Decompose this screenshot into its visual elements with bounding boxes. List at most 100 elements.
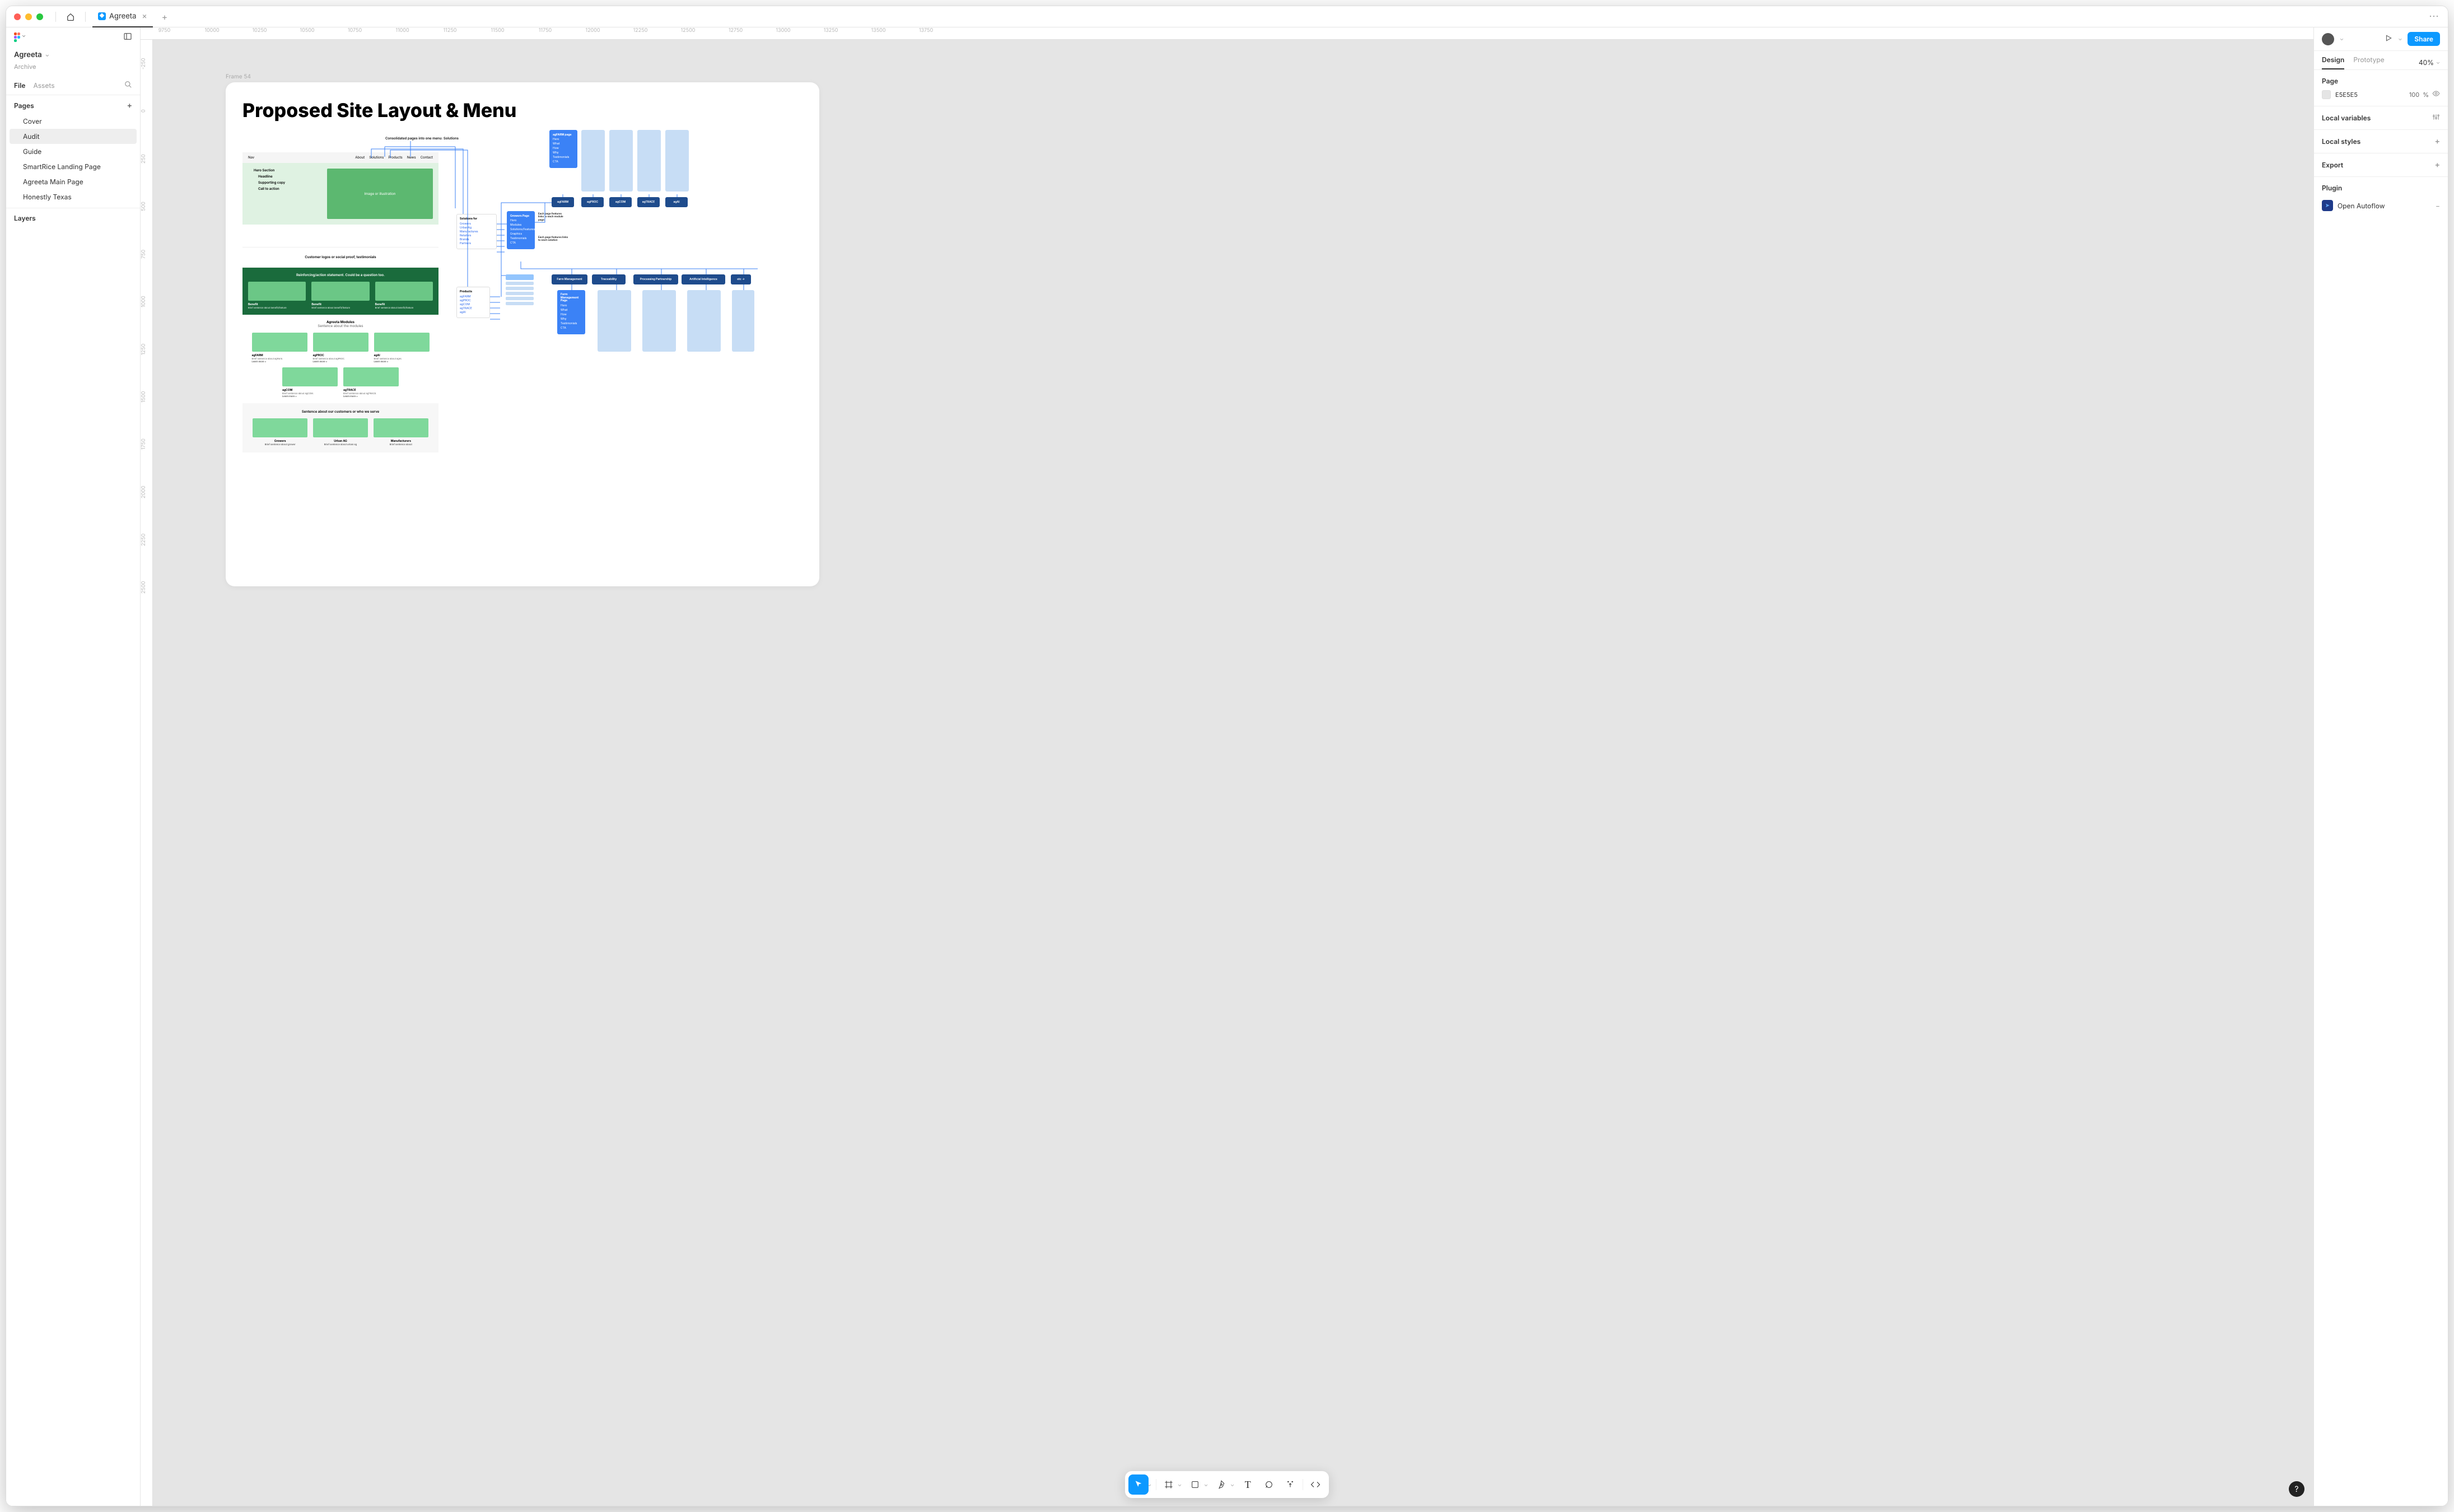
zoom-control[interactable]: 40% ⌄ xyxy=(2419,55,2440,69)
file-tab-button[interactable]: File xyxy=(14,81,25,90)
solution-button: etc → xyxy=(731,274,751,284)
figma-window: ◆ Agreeta × + ⋯ ⌄ Agreeta ⌄ xyxy=(6,6,2448,1506)
plugin-item[interactable]: ➤ Open Autoflow − xyxy=(2314,194,2448,217)
solution-placeholder xyxy=(642,290,676,352)
chevron-down-icon[interactable]: ⌄ xyxy=(1147,1482,1151,1488)
wf-hero: Hero Section Headline Supporting copy Ca… xyxy=(242,163,438,225)
project-folder[interactable]: Archive xyxy=(6,63,140,76)
products-menu-card: Products agFARMagPROCagCOMagTRACEagAI xyxy=(456,287,490,318)
home-button[interactable] xyxy=(63,9,78,25)
module-placeholder xyxy=(637,130,661,192)
local-variables-label[interactable]: Local variables xyxy=(2322,114,2371,122)
solution-button: Artificial Intelligence xyxy=(682,274,725,284)
autoflow-plugin-icon: ➤ xyxy=(2322,200,2333,211)
placeholder-pages xyxy=(506,273,534,307)
page-item[interactable]: Cover xyxy=(10,114,137,129)
comment-tool-button[interactable] xyxy=(1259,1474,1279,1495)
frame-tool-button[interactable] xyxy=(1159,1474,1179,1495)
pages-header: Pages + xyxy=(6,95,140,114)
wf-nav: Nav AboutSolutionsProductsNewsContact xyxy=(242,152,438,163)
dev-mode-button[interactable] xyxy=(1305,1474,1326,1495)
chevron-down-icon[interactable]: ⌄ xyxy=(1230,1482,1234,1488)
page-item[interactable]: Honestly Texas xyxy=(10,189,137,204)
share-button[interactable]: Share xyxy=(2408,32,2440,46)
file-tab[interactable]: ◆ Agreeta × xyxy=(92,6,153,27)
solution-button: Traceability xyxy=(592,274,626,284)
settings-icon[interactable] xyxy=(2432,113,2440,123)
horizontal-ruler: 9750100001025010500107501100011250115001… xyxy=(141,27,2313,40)
pen-tool-button[interactable] xyxy=(1211,1474,1231,1495)
vertical-ruler: -250025050075010001250150017502000225025… xyxy=(141,40,153,1506)
page-item[interactable]: Guide xyxy=(10,144,137,159)
close-tab-button[interactable]: × xyxy=(142,11,147,21)
page-item[interactable]: SmartRice Landing Page xyxy=(10,159,137,174)
solution-placeholder xyxy=(732,290,754,352)
search-icon[interactable] xyxy=(124,81,132,90)
note-module-links: Each page features links to each module … xyxy=(538,213,565,222)
new-tab-button[interactable]: + xyxy=(157,11,172,22)
page-item[interactable]: Agreeta Main Page xyxy=(10,174,137,189)
chevron-down-icon[interactable]: ⌄ xyxy=(2398,36,2402,42)
page-list: CoverAuditGuideSmartRice Landing PageAgr… xyxy=(6,114,140,204)
page-title: Proposed Site Layout & Menu xyxy=(242,99,803,122)
shape-tool-button[interactable] xyxy=(1185,1474,1205,1495)
visibility-icon[interactable] xyxy=(2432,90,2440,99)
module-button: agPROC xyxy=(581,197,604,207)
wf-serve: Sentence about our customers or who we s… xyxy=(242,403,438,452)
note-consolidated: Consolidated pages into one menu: Soluti… xyxy=(385,137,459,141)
text-tool-button[interactable]: T xyxy=(1238,1474,1258,1495)
prototype-tab[interactable]: Prototype xyxy=(2353,55,2384,69)
wf-reinforce: Reinforcing/action statement. Could be a… xyxy=(242,268,438,315)
move-tool-button[interactable] xyxy=(1128,1474,1149,1495)
note-solution-links: Each page features links to each solutio… xyxy=(538,236,571,242)
chevron-down-icon[interactable]: ⌄ xyxy=(1178,1482,1182,1488)
minimize-window-button[interactable] xyxy=(25,13,32,20)
layers-header[interactable]: Layers xyxy=(6,208,140,228)
growers-page-card: Growers Page HeroModulesSolutions/Featur… xyxy=(507,211,535,249)
assets-tab-button[interactable]: Assets xyxy=(33,81,54,90)
canvas[interactable]: Frame 54 Proposed Site Layout & Menu Con… xyxy=(153,40,2313,1506)
module-button: agFARM xyxy=(552,197,574,207)
local-styles-label[interactable]: Local styles xyxy=(2322,137,2360,146)
solution-button: Processing Partnership xyxy=(633,274,678,284)
module-button: agTRACE xyxy=(637,197,660,207)
present-button[interactable] xyxy=(2385,34,2392,44)
traffic-lights xyxy=(14,13,43,20)
wf-modules: Agreeta Modules Sentence about the modul… xyxy=(242,315,438,403)
add-style-button[interactable]: + xyxy=(2435,137,2440,146)
app-body: ⌄ Agreeta ⌄ Archive File Assets Pages xyxy=(6,27,2448,1506)
plugin-section-label: Plugin xyxy=(2322,184,2342,192)
frame-label[interactable]: Frame 54 xyxy=(226,73,251,80)
help-button[interactable]: ? xyxy=(2289,1481,2304,1497)
project-name[interactable]: Agreeta ⌄ xyxy=(6,47,140,63)
canvas-toolbar: ⌄ ⌄ ⌄ ⌄ T xyxy=(1125,1471,1329,1498)
add-page-button[interactable]: + xyxy=(127,101,132,110)
remove-plugin-button[interactable]: − xyxy=(2436,202,2440,210)
page-section-label: Page xyxy=(2322,77,2338,85)
actions-button[interactable] xyxy=(1280,1474,1300,1495)
sidebar-toggle-icon[interactable] xyxy=(123,32,132,43)
titlebar: ◆ Agreeta × + ⋯ xyxy=(6,6,2448,27)
design-tab[interactable]: Design xyxy=(2322,55,2344,69)
export-label[interactable]: Export xyxy=(2322,161,2343,169)
color-swatch[interactable] xyxy=(2322,90,2331,99)
close-window-button[interactable] xyxy=(14,13,21,20)
user-avatar[interactable] xyxy=(2322,33,2334,45)
figma-menu-button[interactable]: ⌄ xyxy=(14,32,24,43)
background-color-control[interactable]: E5E5E5 100 % xyxy=(2322,90,2440,99)
chevron-down-icon[interactable]: ⌄ xyxy=(1204,1482,1208,1488)
solution-placeholder xyxy=(598,290,631,352)
chevron-down-icon[interactable]: ⌄ xyxy=(2340,36,2344,42)
solution-button: Farm Management xyxy=(552,274,587,284)
figma-file-icon: ◆ xyxy=(98,12,106,20)
add-export-button[interactable]: + xyxy=(2435,160,2440,170)
frame-54[interactable]: Proposed Site Layout & Menu Consolidated… xyxy=(226,82,819,586)
tab-title: Agreeta xyxy=(109,12,136,21)
page-item[interactable]: Audit xyxy=(10,129,137,144)
left-sidebar: ⌄ Agreeta ⌄ Archive File Assets Pages xyxy=(6,27,141,1506)
fm-page-card: Farm Management Page HeroWhatHowWhyTesti… xyxy=(557,290,585,334)
wf-proof: Customer logos or social proof, testimon… xyxy=(242,247,438,268)
window-menu-button[interactable]: ⋯ xyxy=(2429,11,2440,22)
maximize-window-button[interactable] xyxy=(36,13,43,20)
chevron-down-icon: ⌄ xyxy=(45,52,49,58)
